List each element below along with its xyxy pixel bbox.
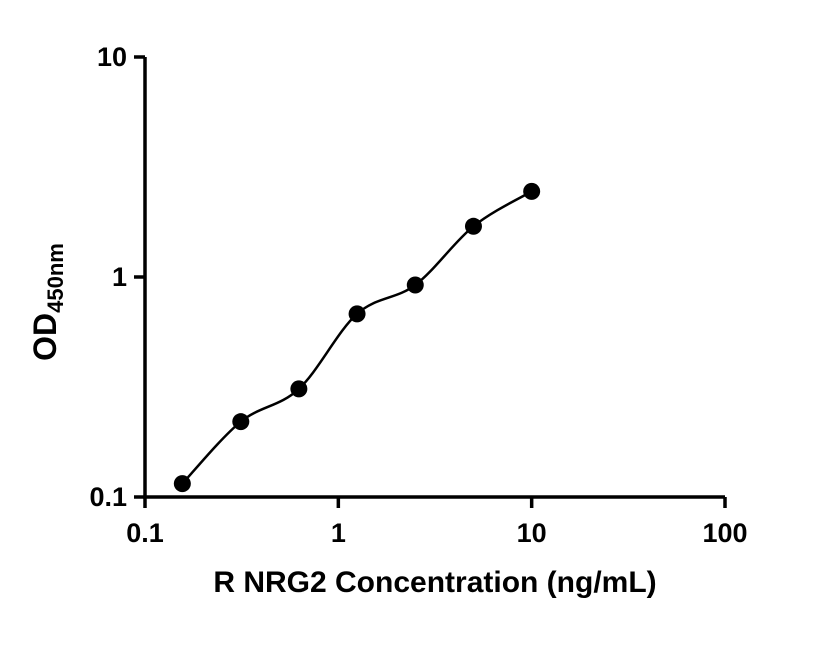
data-point	[523, 182, 541, 200]
data-point	[173, 475, 191, 493]
y-tick-label: 1	[112, 262, 127, 292]
y-tick-label: 0.1	[89, 482, 127, 512]
data-point	[232, 413, 250, 431]
x-tick-label: 1	[331, 518, 346, 548]
data-point	[464, 217, 482, 235]
y-axis-title: OD450nm	[27, 243, 68, 361]
data-point	[348, 305, 366, 323]
standard-curve-line	[181, 190, 533, 485]
y-tick-label: 10	[97, 42, 127, 72]
y-axis-title-subscript: 450nm	[43, 243, 68, 313]
x-tick-label: 0.1	[126, 518, 164, 548]
data-point	[406, 276, 424, 294]
data-point	[290, 380, 308, 398]
y-axis-title-main: OD	[27, 313, 63, 361]
x-tick-label: 100	[702, 518, 747, 548]
x-axis-title: R NRG2 Concentration (ng/mL)	[213, 566, 656, 599]
x-tick-label: 10	[517, 518, 547, 548]
